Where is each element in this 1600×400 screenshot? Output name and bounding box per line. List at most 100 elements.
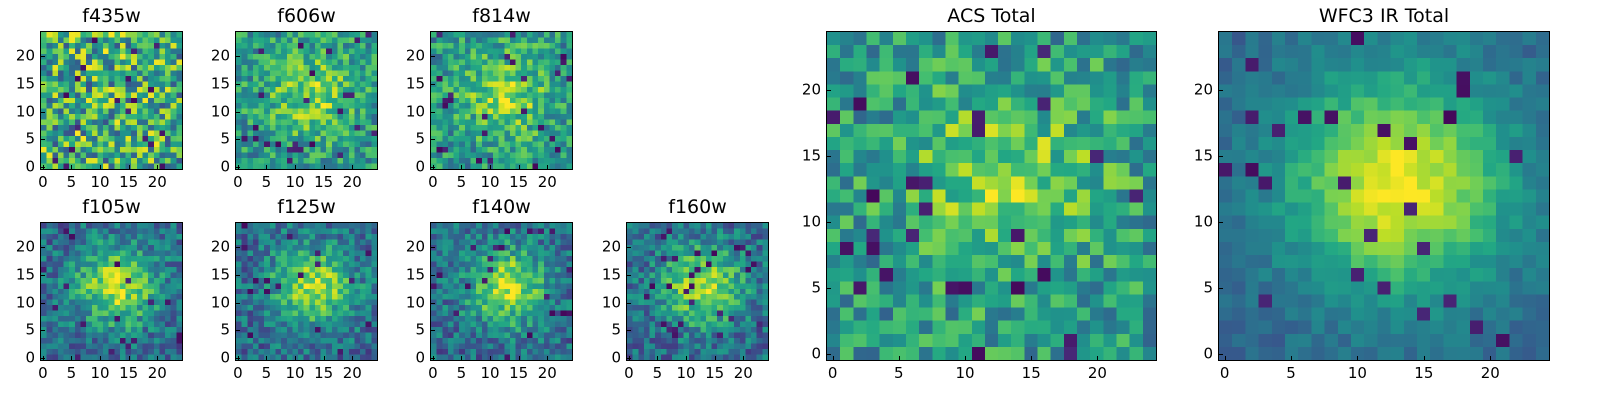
y-tick-label: 20 [210, 237, 230, 256]
x-tick-label: 0 [38, 173, 48, 191]
image-frame [40, 222, 183, 361]
y-tick-mark [41, 247, 45, 249]
y-tick-label: 5 [25, 129, 35, 148]
x-tick-label: 15 [119, 364, 139, 382]
panel-title: f814w [472, 5, 531, 27]
y-tick-mark [41, 302, 45, 304]
x-tick-label: 10 [955, 364, 975, 382]
y-tick-mark [41, 83, 45, 85]
x-tick-mark [128, 165, 130, 169]
x-tick-label: 5 [1286, 364, 1296, 382]
x-tick-mark [461, 356, 463, 360]
y-tick-mark [627, 302, 631, 304]
x-tick-mark [1097, 356, 1099, 360]
pixel-image [431, 32, 572, 169]
y-tick-label: 15 [405, 265, 425, 284]
x-tick-label: 5 [261, 173, 272, 191]
y-tick-mark [431, 83, 435, 85]
image-frame [430, 222, 573, 361]
x-tick-label: 20 [147, 364, 167, 382]
panel-f105w: f105w 0 5 10 15 20 0 5 10 15 20 [16, 196, 183, 381]
x-tick-label: 20 [342, 364, 362, 382]
x-tick-mark [490, 165, 492, 169]
pixel-image [236, 32, 377, 169]
y-tick-mark [1219, 90, 1223, 92]
x-tick-mark [628, 356, 630, 360]
y-tick-label: 20 [15, 237, 35, 256]
x-tick-mark [1224, 356, 1226, 360]
y-tick-mark [1219, 222, 1223, 224]
y-tick-mark [431, 56, 435, 58]
panel-title: ACS Total [947, 5, 1036, 27]
y-tick-label: 10 [210, 102, 230, 121]
x-tick-label: 15 [705, 364, 725, 382]
pixel-image [627, 223, 768, 360]
image-frame [430, 31, 573, 170]
panel-f606w: f606w 0 5 10 15 20 0 5 10 15 20 [211, 5, 378, 190]
pixel-image [827, 32, 1156, 360]
y-tick-label: 20 [210, 46, 230, 65]
y-tick-label: 0 [415, 157, 425, 176]
y-tick-label: 0 [25, 157, 35, 176]
y-tick-label: 0 [611, 348, 621, 367]
x-tick-label: 20 [342, 173, 362, 191]
x-tick-label: 0 [428, 173, 438, 191]
y-tick-mark [431, 330, 435, 332]
panel-acs-total: ACS Total 0 5 10 15 20 0 5 10 15 20 [802, 5, 1157, 381]
x-tick-mark [547, 356, 549, 360]
y-tick-mark [627, 274, 631, 276]
image-frame [826, 31, 1157, 361]
x-tick-label: 10 [480, 364, 500, 382]
x-tick-label: 10 [285, 173, 305, 191]
x-tick-label: 20 [1480, 364, 1500, 382]
panel-f435w: f435w 0 5 10 15 20 0 5 10 15 20 [16, 5, 183, 190]
y-tick-mark [627, 247, 631, 249]
x-tick-mark [490, 356, 492, 360]
x-tick-mark [295, 356, 297, 360]
y-tick-mark [827, 354, 831, 356]
pixel-image [1219, 32, 1549, 360]
x-tick-mark [266, 356, 268, 360]
panel-title: f140w [472, 196, 531, 218]
panel-f814w: f814w 0 5 10 15 20 0 5 10 15 20 [406, 5, 573, 190]
x-tick-label: 15 [1021, 364, 1041, 382]
y-tick-mark [431, 274, 435, 276]
y-tick-label: 10 [601, 293, 621, 312]
y-tick-mark [236, 247, 240, 249]
y-tick-label: 5 [811, 278, 821, 297]
pixel-image [431, 223, 572, 360]
y-tick-label: 0 [220, 348, 230, 367]
x-tick-mark [42, 356, 44, 360]
x-tick-mark [432, 165, 434, 169]
y-tick-label: 5 [415, 129, 425, 148]
y-tick-mark [431, 111, 435, 113]
x-tick-label: 0 [38, 364, 48, 382]
x-tick-label: 5 [456, 364, 467, 382]
x-tick-label: 0 [827, 364, 838, 382]
y-tick-label: 15 [601, 265, 621, 284]
x-tick-label: 15 [314, 364, 334, 382]
x-tick-mark [237, 356, 239, 360]
y-tick-label: 15 [210, 265, 230, 284]
x-tick-mark [266, 165, 268, 169]
panel-title: f125w [277, 196, 336, 218]
y-tick-mark [431, 302, 435, 304]
y-tick-label: 5 [611, 320, 621, 339]
x-tick-label: 20 [733, 364, 753, 382]
x-tick-mark [518, 356, 520, 360]
x-tick-mark [1490, 356, 1492, 360]
y-tick-label: 5 [1203, 278, 1213, 297]
y-tick-mark [41, 139, 45, 141]
y-tick-label: 15 [1193, 146, 1213, 165]
x-tick-mark [832, 356, 834, 360]
x-tick-mark [100, 165, 102, 169]
x-tick-mark [157, 165, 159, 169]
y-tick-label: 0 [1203, 344, 1213, 363]
panel-title: f606w [277, 5, 336, 27]
x-tick-mark [518, 165, 520, 169]
x-tick-label: 15 [509, 364, 529, 382]
x-tick-label: 0 [428, 364, 438, 382]
x-tick-label: 10 [676, 364, 696, 382]
y-tick-label: 15 [15, 74, 35, 93]
x-tick-label: 20 [147, 173, 167, 191]
